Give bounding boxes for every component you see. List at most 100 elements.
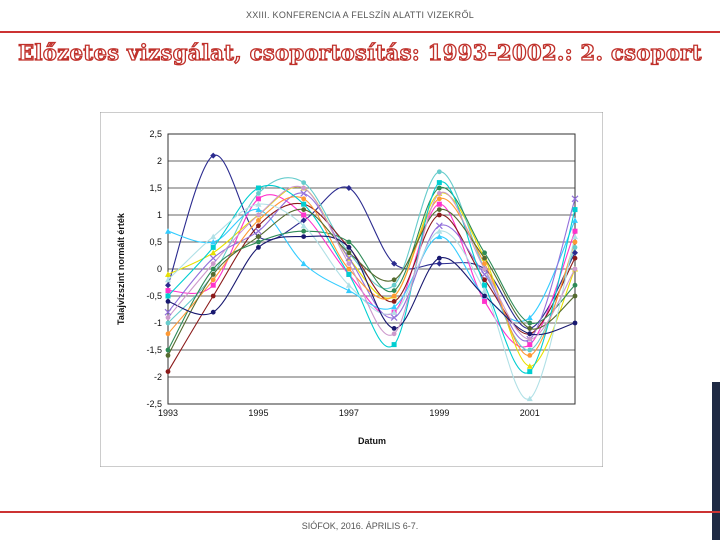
data-point	[390, 314, 398, 322]
data-point	[346, 266, 352, 272]
data-point	[571, 195, 579, 203]
data-point	[391, 342, 397, 348]
data-point	[300, 189, 308, 197]
data-point	[391, 282, 397, 288]
data-point	[572, 239, 578, 245]
series-line-9	[167, 196, 576, 356]
data-point	[301, 228, 307, 234]
data-point	[572, 245, 578, 250]
data-point	[165, 271, 171, 277]
data-point	[482, 255, 487, 261]
data-point	[572, 249, 578, 256]
series-line-4	[167, 209, 576, 323]
data-point	[209, 254, 217, 262]
series-markers	[164, 152, 579, 402]
y-tick-label: -2,5	[146, 399, 162, 409]
y-tick-label: 2,5	[149, 129, 162, 139]
data-point	[391, 277, 397, 283]
data-point	[165, 293, 171, 299]
data-point	[391, 309, 398, 315]
data-point	[346, 271, 352, 277]
data-point	[481, 287, 488, 294]
data-point	[346, 250, 352, 256]
data-point	[210, 249, 217, 256]
data-point	[436, 180, 442, 186]
groundwater-chart: -2,5-2-1,5-1-0,500,511,522,5 1993 1995 199…	[100, 112, 603, 467]
data-point	[482, 266, 487, 272]
y-tick-label: 2	[157, 156, 162, 166]
data-point	[345, 254, 353, 262]
data-point	[527, 326, 533, 331]
data-point	[301, 180, 307, 185]
data-point	[482, 293, 487, 299]
data-point	[256, 218, 261, 223]
data-point	[391, 288, 397, 293]
data-point	[256, 191, 261, 196]
y-axis-title: Talajvízszint normált érték	[116, 212, 126, 325]
x-tick-label: 1999	[429, 408, 449, 418]
data-point	[210, 282, 216, 288]
x-axis-title: Datum	[358, 436, 386, 446]
data-point	[572, 320, 578, 326]
x-tick-labels: 1993 1995 1997 1999 2001	[158, 408, 540, 418]
data-point	[165, 276, 171, 283]
data-point	[436, 169, 442, 175]
data-point	[165, 282, 171, 289]
data-point	[210, 233, 217, 240]
data-point	[436, 185, 442, 191]
y-tick-label: 0	[157, 264, 162, 274]
data-point	[572, 293, 578, 299]
data-point	[436, 191, 442, 196]
data-point	[482, 298, 488, 304]
data-point	[301, 201, 307, 207]
data-point	[527, 331, 533, 337]
data-point	[527, 342, 533, 348]
series-line-7	[167, 187, 576, 351]
footer-divider	[0, 511, 720, 513]
data-point	[391, 326, 397, 331]
data-point	[165, 347, 171, 353]
data-point	[527, 353, 533, 358]
data-point	[527, 320, 533, 326]
data-point	[165, 369, 171, 374]
data-point	[300, 217, 307, 224]
data-point	[436, 260, 443, 267]
data-point	[482, 261, 487, 266]
data-point	[301, 196, 307, 202]
data-point	[391, 331, 397, 337]
data-point	[572, 282, 578, 288]
data-point	[210, 239, 217, 245]
data-point	[572, 233, 578, 240]
data-point	[436, 233, 443, 240]
y-tick-label: -2	[154, 372, 162, 382]
data-point	[436, 201, 442, 207]
data-point	[301, 212, 307, 218]
series-line-8	[167, 192, 576, 342]
data-point	[210, 266, 216, 272]
data-point	[482, 250, 487, 256]
data-point	[391, 303, 398, 310]
data-point	[210, 261, 216, 266]
data-point	[255, 227, 262, 235]
data-point	[165, 315, 171, 320]
data-point	[165, 288, 171, 294]
data-point	[165, 353, 171, 358]
data-point	[482, 277, 487, 283]
data-point	[301, 207, 307, 212]
data-point	[391, 293, 397, 299]
data-point	[436, 196, 442, 202]
data-point	[572, 255, 578, 261]
data-point	[165, 228, 171, 234]
series-line-1	[167, 154, 576, 329]
x-tick-label: 1997	[339, 408, 359, 418]
y-tick-label: 1,5	[149, 183, 162, 193]
conference-header: XXIII. KONFERENCIA A FELSZÍN ALATTI VIZE…	[245, 10, 475, 20]
data-point	[482, 282, 488, 288]
data-point	[346, 245, 352, 250]
data-point	[300, 222, 307, 229]
data-point	[526, 395, 533, 402]
data-point	[391, 260, 398, 267]
data-point	[164, 308, 172, 316]
data-point	[255, 196, 261, 202]
side-accent-bar	[712, 382, 720, 540]
